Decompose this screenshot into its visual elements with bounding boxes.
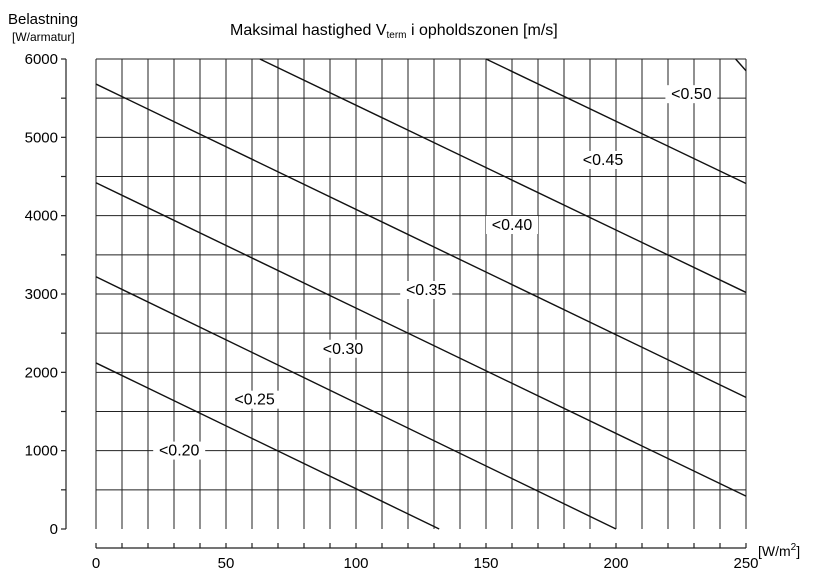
y-tick-label: 1000 xyxy=(25,443,58,460)
x-tick-label: 50 xyxy=(218,555,235,572)
series-label: <0.50 xyxy=(671,86,712,103)
series-line xyxy=(735,58,747,72)
x-axis-label: [W/m2] xyxy=(758,542,800,559)
series-label: <0.25 xyxy=(234,392,275,409)
y-tick-label: 2000 xyxy=(25,364,58,381)
chart-title: Maksimal hastighed Vterm i opholdszonen … xyxy=(230,22,558,41)
series-label: <0.20 xyxy=(159,443,200,460)
y-axis-unit: [W/armatur] xyxy=(12,30,75,44)
series-lines xyxy=(95,58,747,530)
series-label-bg xyxy=(400,281,453,299)
series-label-bg xyxy=(577,150,629,169)
series-label: <0.40 xyxy=(492,217,533,234)
y-tick-label: 0 xyxy=(50,521,58,538)
y-tick-label: 3000 xyxy=(25,286,58,303)
series-label: <0.45 xyxy=(583,152,624,169)
x-tick-label: 200 xyxy=(603,555,628,572)
series-label-bg xyxy=(486,215,538,234)
y-tick-label: 4000 xyxy=(25,208,58,225)
series-line xyxy=(95,276,617,530)
x-tick-label: 0 xyxy=(92,555,100,572)
x-tick-label: 100 xyxy=(343,555,368,572)
series-label-bg xyxy=(153,441,206,460)
x-tick-label: 250 xyxy=(733,555,758,572)
series-line xyxy=(95,362,440,530)
y-tick-label: 6000 xyxy=(25,51,58,68)
series-line xyxy=(485,58,747,185)
series-labels: <0.20 <0.25 <0.30 <0.35 <0.40 <0.45 <0.50 xyxy=(153,85,718,460)
series-label: <0.30 xyxy=(323,341,364,358)
y-axis-label: Belastning xyxy=(8,11,78,28)
x-tick-label: 150 xyxy=(473,555,498,572)
series-label-bg xyxy=(665,85,718,104)
series-label-bg xyxy=(317,339,369,358)
series-label: <0.35 xyxy=(406,282,447,299)
series-line xyxy=(259,58,747,294)
y-tick-label: 5000 xyxy=(25,129,58,146)
series-label-bg xyxy=(228,390,281,409)
axes: 0 1000 2000 3000 4000 5000 6000 0 50 100 150 200 250 xyxy=(25,51,759,572)
series-line xyxy=(95,182,747,497)
series-line xyxy=(95,83,747,399)
